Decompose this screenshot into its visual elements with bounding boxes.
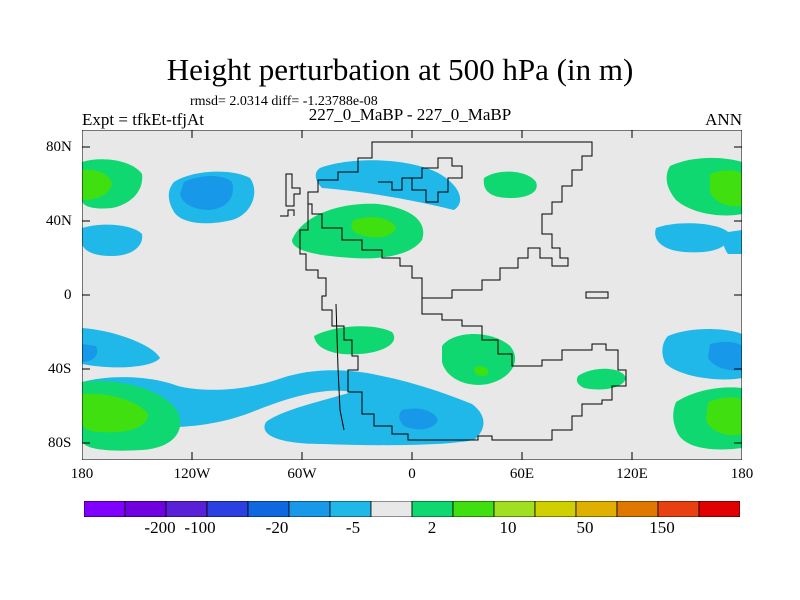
- chart-title: Height perturbation at 500 hPa (in m): [166, 52, 634, 87]
- pos-core-northeast: [710, 170, 742, 207]
- y-tick-label: 80N: [46, 139, 72, 155]
- pos-core-southwest: [82, 393, 148, 433]
- neg-core-north-pacific: [180, 176, 234, 210]
- colorbar-swatch: [493, 501, 536, 517]
- x-tick-label: 0: [408, 466, 416, 482]
- neg-region-east-north-pacific: [655, 223, 730, 253]
- pos-region-mid-atlantic-south: [314, 326, 395, 355]
- colorbar-label: -200: [144, 518, 176, 537]
- colorbar-swatch: [452, 501, 495, 517]
- coastline-outline: [280, 141, 627, 441]
- colorbar-label: -20: [265, 518, 289, 537]
- pos-core-south-africa: [474, 366, 489, 376]
- colorbar-swatch: [657, 501, 700, 517]
- y-tick-label: 40S: [48, 361, 72, 377]
- colorbar-swatch: [411, 501, 454, 517]
- y-tick-label: 0: [64, 287, 72, 303]
- y-tick-label: 40N: [46, 213, 72, 229]
- neg-region-east-edge-mid: [723, 230, 742, 254]
- neg-region-north-atlantic: [315, 160, 461, 210]
- colorbar-swatch: [575, 501, 618, 517]
- negative-anomaly-regions: [82, 160, 742, 446]
- colorbar-swatch: [534, 501, 577, 517]
- x-tick-label: 120W: [173, 466, 211, 482]
- colorbar-swatch: [370, 501, 413, 517]
- colorbar-label: 50: [576, 518, 594, 537]
- period-label: ANN: [705, 110, 742, 129]
- positive-anomaly-regions: [82, 157, 742, 451]
- colorbar-swatch: [84, 501, 126, 517]
- pos-core-southeast: [706, 397, 742, 436]
- x-tick-label: 180: [730, 466, 754, 482]
- colorbar-swatch: [698, 501, 740, 517]
- colorbar-swatch: [247, 501, 290, 517]
- map-panel: [82, 130, 742, 460]
- colorbar-swatch: [124, 501, 167, 517]
- y-tick-label: 80S: [48, 435, 72, 451]
- colorbar-swatch: [329, 501, 372, 517]
- colorbar-swatch: [616, 501, 659, 517]
- center-label: 227_0_MaBP - 227_0_MaBP: [308, 105, 512, 124]
- pos-region-north-asia: [483, 171, 537, 198]
- colorbar-swatch: [206, 501, 249, 517]
- colorbar-swatch: [288, 501, 331, 517]
- experiment-label: Expt = tfkEt-tfjAt: [82, 110, 204, 129]
- neg-region-southwest: [82, 328, 160, 368]
- x-tick-label: 120E: [616, 466, 648, 482]
- neg-region-west-edge-mid: [82, 224, 143, 256]
- x-tick-label: 60W: [287, 466, 317, 482]
- neg-core-southern-ocean: [399, 408, 438, 430]
- pos-region-south-indian: [576, 368, 626, 390]
- stats-line: rmsd= 2.0314 diff= -1.23788e-08: [190, 94, 378, 109]
- x-tick-label: 180: [70, 466, 94, 482]
- colorbar-label: -100: [184, 518, 216, 537]
- x-tick-label: 60E: [509, 466, 535, 482]
- colorbar: [84, 501, 740, 517]
- axis-ticks: [82, 130, 742, 460]
- pos-core-northwest: [82, 169, 112, 200]
- colorbar-label: 150: [649, 518, 675, 537]
- colorbar-swatch: [165, 501, 208, 517]
- pos-core-north-atlantic: [351, 217, 396, 238]
- colorbar-label: -5: [345, 518, 361, 537]
- colorbar-label: 10: [499, 518, 517, 537]
- pos-region-south-africa: [442, 334, 516, 385]
- neg-core-southeast: [708, 341, 742, 371]
- colorbar-label: 2: [427, 518, 437, 537]
- neg-core-southwest: [82, 344, 98, 362]
